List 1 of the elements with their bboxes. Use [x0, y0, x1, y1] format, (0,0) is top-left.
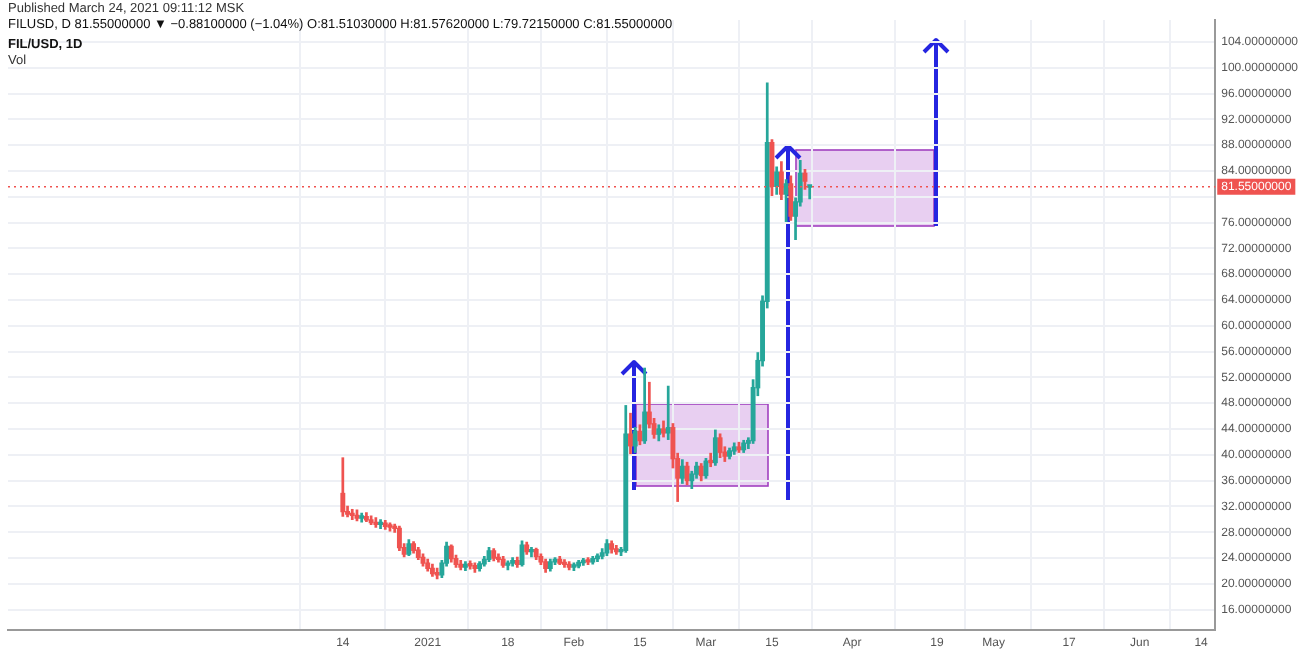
candlestick [807, 184, 813, 200]
